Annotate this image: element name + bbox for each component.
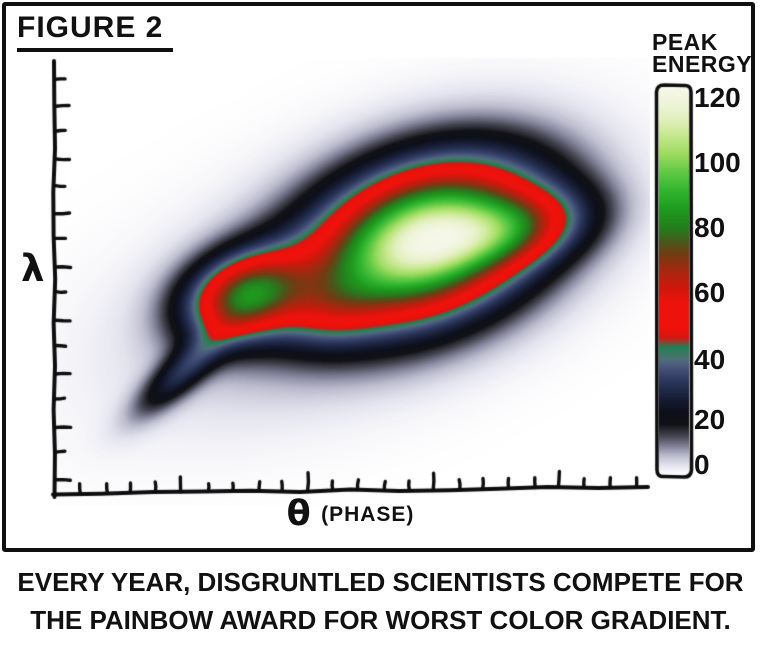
colorbar-tick-label: 120 xyxy=(694,82,741,113)
x-axis-label: θ (PHASE) xyxy=(53,494,648,534)
colorbar-title-line1: PEAK xyxy=(652,29,718,55)
colorbar-tick-label: 60 xyxy=(694,277,726,308)
colorbar-tick-label: 80 xyxy=(694,212,726,243)
colorbar-tick-label: 20 xyxy=(694,404,726,435)
colorbar-tick-label: 100 xyxy=(694,147,741,178)
colorbar-tick-label: 40 xyxy=(694,344,726,375)
caption-line-2: THE PAINBOW AWARD FOR WORST COLOR GRADIE… xyxy=(30,605,731,635)
caption: EVERY YEAR, DISGRUNTLED SCIENTISTS COMPE… xyxy=(0,563,761,639)
colorbar-tick-label: 0 xyxy=(694,449,710,480)
colorbar-title-line2: ENERGY xyxy=(652,51,753,77)
x-axis-symbol: θ xyxy=(286,494,311,534)
caption-line-1: EVERY YEAR, DISGRUNTLED SCIENTISTS COMPE… xyxy=(17,567,744,597)
figure-title: FIGURE 2 xyxy=(17,11,174,52)
y-axis-label: λ xyxy=(21,247,45,290)
heatmap-plot-canvas xyxy=(0,0,761,556)
colorbar-title: PEAK ENERGY xyxy=(652,29,753,77)
x-axis-note: (PHASE) xyxy=(321,503,415,526)
